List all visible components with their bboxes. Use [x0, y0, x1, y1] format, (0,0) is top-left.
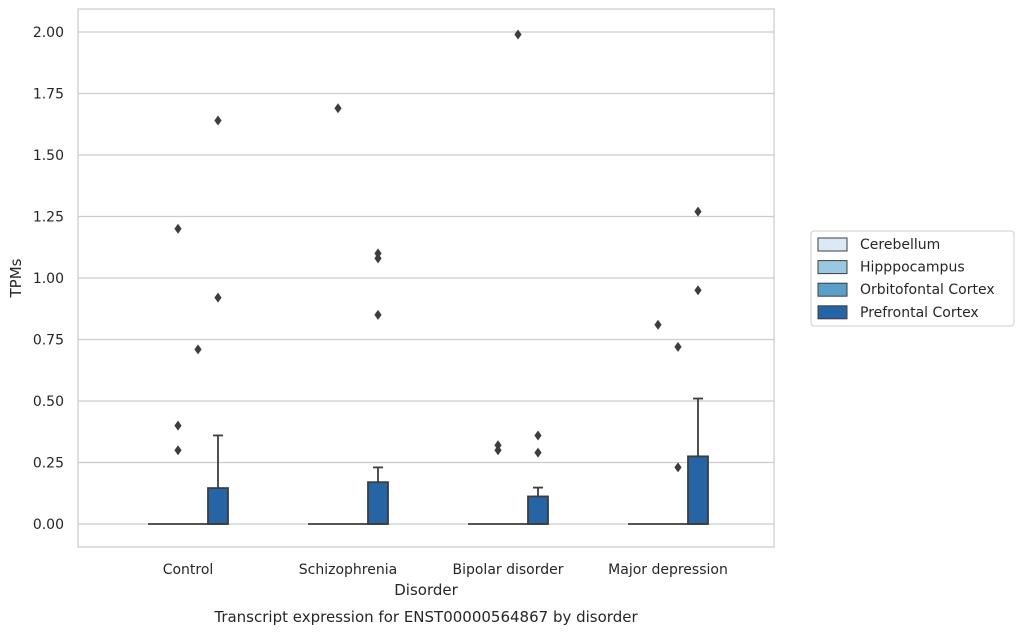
legend-label: Prefrontal Cortex — [860, 305, 979, 321]
y-tick-labels: 0.00 0.25 0.50 0.75 1.00 1.25 1.50 1.75 2.00 — [33, 25, 64, 533]
outlier-point — [654, 319, 662, 330]
outlier-point — [174, 420, 182, 431]
x-tick-label: Control — [163, 562, 214, 578]
box-group — [188, 344, 208, 525]
y-tick-label: 1.50 — [33, 148, 64, 164]
outlier-point — [674, 462, 682, 473]
box-group — [508, 29, 528, 525]
legend: Cerebellum Hipppocampus Orbitofontal Corte… — [810, 230, 1015, 327]
legend-swatch — [817, 282, 848, 297]
legend-label: Hipppocampus — [860, 260, 965, 276]
outlier-point — [514, 29, 522, 40]
box-group — [168, 223, 188, 525]
x-tick-label: Bipolar disorder — [452, 562, 563, 578]
box-group — [207, 115, 229, 525]
y-axis-label: TPMs — [7, 258, 25, 298]
outlier-point — [534, 447, 542, 458]
y-tick-label: 0.50 — [33, 394, 64, 410]
chart-caption: Transcript expression for ENST0000056486… — [213, 608, 638, 626]
box-rect — [367, 481, 389, 525]
outlier-point — [534, 430, 542, 441]
y-tick-label: 0.00 — [33, 517, 64, 533]
y-tick-label: 0.25 — [33, 456, 64, 472]
x-tick-labels: Control Schizophrenia Bipolar disorder Majo… — [163, 562, 728, 578]
box-group — [367, 248, 389, 525]
box-rect — [207, 487, 229, 525]
outlier-point — [214, 115, 222, 126]
outlier-point — [214, 292, 222, 303]
y-tick-label: 1.00 — [33, 271, 64, 287]
plot-frame — [77, 8, 775, 548]
box-group — [527, 430, 549, 525]
legend-swatch — [817, 237, 848, 252]
box-rect — [527, 495, 549, 525]
y-tick-label: 1.75 — [33, 87, 64, 103]
legend-label: Orbitofontal Cortex — [860, 282, 995, 298]
box-group — [488, 440, 508, 525]
legend-frame — [810, 230, 1015, 327]
outlier-point — [174, 445, 182, 456]
outlier-point — [674, 341, 682, 352]
x-tick-label: Schizophrenia — [299, 562, 397, 578]
outlier-point — [194, 344, 202, 355]
y-tick-label: 1.25 — [33, 210, 64, 226]
box-group — [668, 341, 688, 525]
y-tick-label: 2.00 — [33, 25, 64, 41]
outlier-point — [374, 248, 382, 259]
box-group — [687, 206, 709, 525]
box-rect — [687, 455, 709, 525]
legend-swatch — [817, 305, 848, 320]
outlier-point — [694, 285, 702, 296]
box-group — [648, 319, 668, 525]
outlier-point — [694, 206, 702, 217]
outlier-point — [374, 309, 382, 320]
x-tick-label: Major depression — [608, 562, 728, 578]
legend-swatch — [817, 260, 848, 275]
outlier-point — [494, 440, 502, 451]
box-group — [328, 103, 348, 525]
outlier-point — [334, 103, 342, 114]
y-tick-label: 0.75 — [33, 333, 64, 349]
x-axis-label: Disorder — [394, 581, 458, 599]
legend-label: Cerebellum — [860, 237, 940, 253]
outlier-point — [174, 223, 182, 234]
boxes — [148, 29, 709, 525]
